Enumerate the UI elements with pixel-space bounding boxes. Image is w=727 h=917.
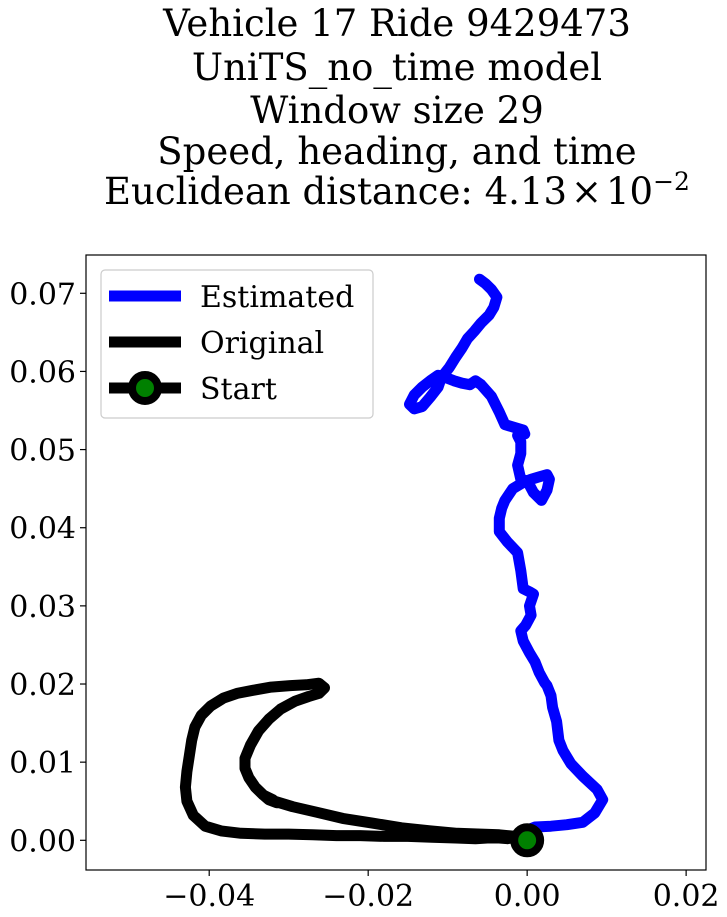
x-tick-label: 0.00 [494, 879, 561, 914]
plot-area [179, 273, 609, 858]
y-tick-label: 0.02 [9, 668, 76, 703]
distance-times: × [571, 170, 602, 213]
legend-label-estimated: Estimated [200, 280, 354, 315]
title-line-4: Speed, heading, and time [157, 130, 636, 173]
axis-ticks: −0.04 −0.02 0.00 0.02 0.00 0.01 0.02 0.03 0.04 0.… [9, 277, 719, 914]
distance-exponent: −2 [653, 167, 690, 196]
legend-swatch-start-marker [128, 371, 162, 405]
title-line-5: Euclidean distance: 4.13 × 10−2 [104, 167, 690, 213]
legend-label-original: Original [200, 326, 324, 361]
distance-mantissa: 4.13 [485, 170, 567, 213]
y-tick-label: 0.04 [9, 512, 76, 547]
title-line-2: UniTS_no_time model [192, 46, 602, 90]
title-line-1: Vehicle 17 Ride 9429473 [162, 2, 631, 45]
x-tick-label: 0.02 [653, 879, 720, 914]
x-tick-label: −0.02 [322, 879, 414, 914]
series-line-estimated [404, 273, 609, 836]
y-tick-label: 0.01 [9, 746, 76, 781]
legend-label-start: Start [200, 372, 277, 407]
chart-title: Vehicle 17 Ride 9429473 UniTS_no_time mo… [104, 2, 690, 213]
distance-base: 10 [606, 170, 653, 213]
axes-frame [85, 254, 707, 871]
x-tick-label: −0.04 [163, 879, 255, 914]
legend-box [100, 269, 374, 419]
series-line-original [179, 677, 533, 845]
start-marker [510, 823, 545, 858]
y-tick-label: 0.07 [9, 277, 76, 312]
y-tick-label: 0.00 [9, 824, 76, 859]
title-line-3: Window size 29 [250, 89, 544, 132]
legend: Estimated Original Start [100, 269, 374, 419]
y-tick-label: 0.05 [9, 434, 76, 469]
distance-prefix: Euclidean distance: [104, 170, 485, 213]
y-tick-label: 0.03 [9, 590, 76, 625]
y-tick-label: 0.06 [9, 355, 76, 390]
